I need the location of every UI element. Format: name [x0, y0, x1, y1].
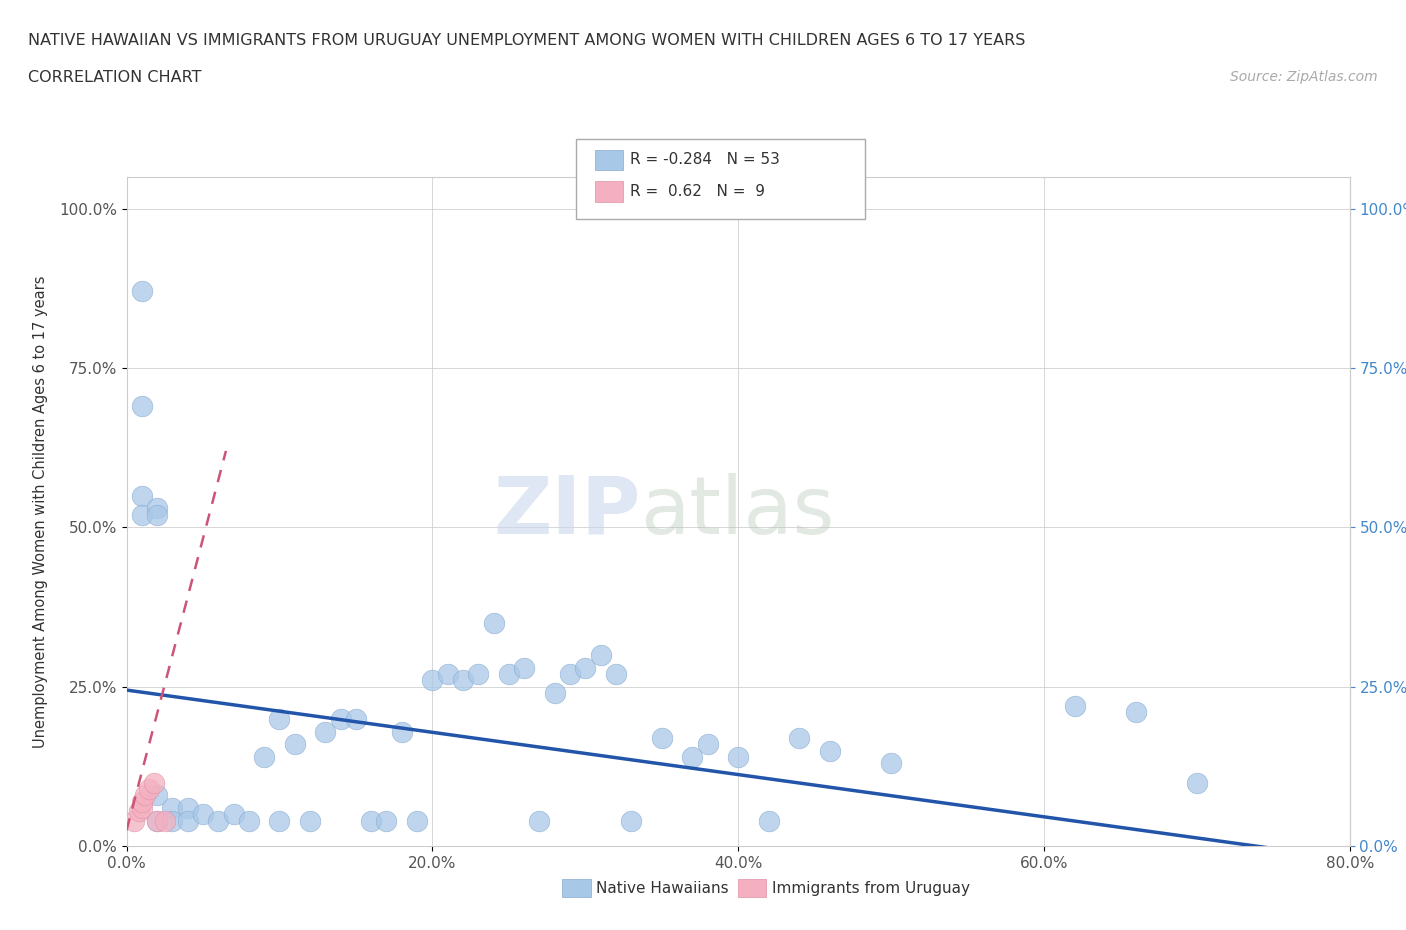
Point	[299, 814, 322, 829]
Text: ZIP: ZIP	[494, 472, 640, 551]
Point	[191, 807, 214, 822]
Point	[498, 667, 520, 682]
Point	[880, 756, 903, 771]
Text: Source: ZipAtlas.com: Source: ZipAtlas.com	[1230, 70, 1378, 84]
Point	[529, 814, 551, 829]
Point	[131, 399, 153, 414]
Point	[131, 801, 153, 816]
Point	[269, 711, 291, 726]
Point	[146, 814, 169, 829]
Point	[207, 814, 229, 829]
Point	[134, 788, 156, 803]
Text: CORRELATION CHART: CORRELATION CHART	[28, 70, 201, 85]
Point	[146, 507, 169, 522]
Point	[406, 814, 429, 829]
Text: NATIVE HAWAIIAN VS IMMIGRANTS FROM URUGUAY UNEMPLOYMENT AMONG WOMEN WITH CHILDRE: NATIVE HAWAIIAN VS IMMIGRANTS FROM URUGU…	[28, 33, 1025, 47]
Point	[131, 507, 153, 522]
Point	[131, 794, 153, 809]
Text: Immigrants from Uruguay: Immigrants from Uruguay	[772, 881, 970, 896]
Point	[558, 667, 581, 682]
Point	[329, 711, 352, 726]
Point	[1185, 775, 1208, 790]
Point	[482, 616, 505, 631]
Point	[314, 724, 336, 739]
Point	[651, 730, 673, 745]
Point	[138, 781, 160, 796]
Point	[513, 660, 536, 675]
Point	[253, 750, 276, 764]
Point	[238, 814, 260, 829]
Point	[620, 814, 643, 829]
Point	[436, 667, 458, 682]
Text: atlas: atlas	[640, 472, 835, 551]
Point	[143, 775, 166, 790]
Point	[727, 750, 749, 764]
Point	[269, 814, 291, 829]
Point	[131, 488, 153, 503]
Point	[605, 667, 627, 682]
Y-axis label: Unemployment Among Women with Children Ages 6 to 17 years: Unemployment Among Women with Children A…	[32, 275, 48, 748]
Point	[1063, 698, 1085, 713]
Point	[162, 814, 184, 829]
Point	[681, 750, 703, 764]
Point	[177, 814, 200, 829]
Point	[589, 647, 612, 662]
Point	[128, 804, 150, 818]
Point	[758, 814, 780, 829]
Point	[153, 814, 176, 829]
Point	[131, 284, 153, 299]
Point	[177, 801, 200, 816]
Point	[467, 667, 489, 682]
Point	[696, 737, 718, 751]
Point	[146, 501, 169, 516]
Point	[162, 801, 184, 816]
Point	[344, 711, 367, 726]
Point	[375, 814, 398, 829]
Point	[574, 660, 596, 675]
Point	[360, 814, 382, 829]
Point	[284, 737, 307, 751]
Text: R =  0.62   N =  9: R = 0.62 N = 9	[630, 184, 765, 199]
Point	[544, 685, 567, 700]
Point	[222, 807, 245, 822]
Point	[146, 814, 169, 829]
Point	[422, 673, 444, 688]
Point	[122, 814, 145, 829]
Point	[451, 673, 474, 688]
Text: R = -0.284   N = 53: R = -0.284 N = 53	[630, 153, 780, 167]
Point	[146, 788, 169, 803]
Point	[1125, 705, 1147, 720]
Text: Native Hawaiians: Native Hawaiians	[596, 881, 728, 896]
Point	[391, 724, 413, 739]
Point	[818, 743, 841, 758]
Point	[789, 730, 811, 745]
